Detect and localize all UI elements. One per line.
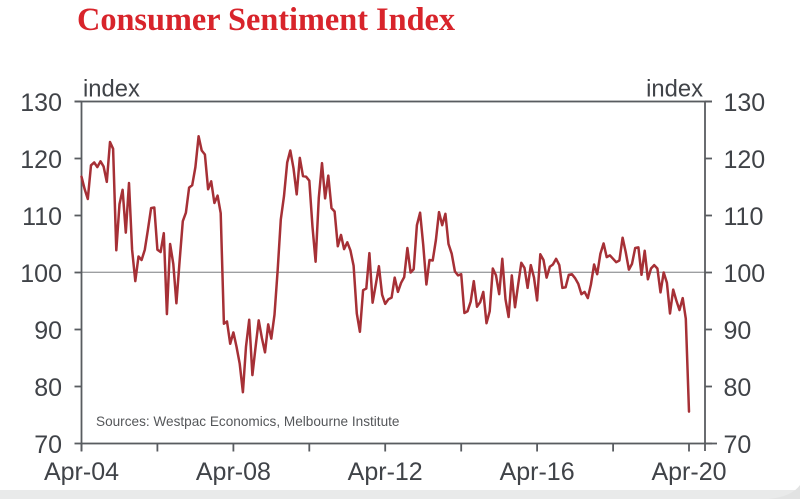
- svg-text:80: 80: [724, 374, 752, 402]
- svg-text:index: index: [646, 76, 703, 103]
- svg-text:Consumer Sentiment Index: Consumer Sentiment Index: [77, 1, 455, 37]
- svg-text:Apr-20: Apr-20: [651, 458, 726, 486]
- svg-text:110: 110: [724, 203, 764, 231]
- svg-text:Apr-04: Apr-04: [44, 458, 119, 486]
- svg-text:130: 130: [20, 89, 62, 117]
- svg-text:Apr-16: Apr-16: [500, 458, 575, 486]
- svg-text:90: 90: [724, 317, 752, 345]
- svg-text:index: index: [83, 76, 140, 103]
- svg-text:70: 70: [724, 431, 752, 459]
- svg-text:Sources: Westpac Economics, Me: Sources: Westpac Economics, Melbourne In…: [96, 414, 399, 429]
- svg-text:110: 110: [22, 203, 62, 231]
- svg-text:80: 80: [34, 374, 62, 402]
- svg-text:Apr-08: Apr-08: [196, 458, 271, 486]
- svg-text:Apr-12: Apr-12: [348, 458, 423, 486]
- svg-text:120: 120: [724, 146, 766, 174]
- svg-text:100: 100: [20, 260, 62, 288]
- svg-text:100: 100: [724, 260, 766, 288]
- svg-text:130: 130: [724, 89, 766, 117]
- svg-text:90: 90: [34, 317, 62, 345]
- svg-text:120: 120: [20, 146, 62, 174]
- svg-text:70: 70: [34, 431, 62, 459]
